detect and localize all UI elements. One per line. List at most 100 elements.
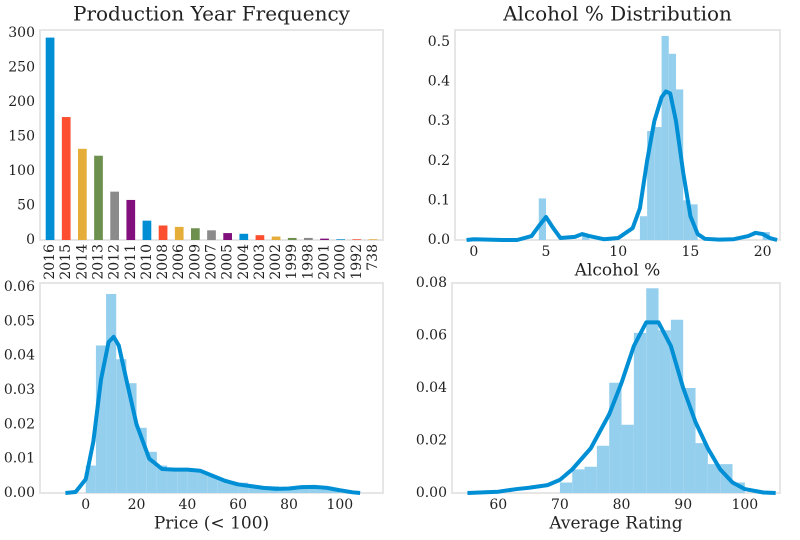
x-tick-label: 2016 [42, 244, 58, 280]
x-tick-label: 1992 [349, 244, 365, 280]
x-tick-label: 2008 [155, 244, 171, 280]
y-tick-label: 0.00 [4, 485, 35, 501]
bar [223, 233, 233, 240]
histogram-bar [228, 482, 239, 493]
bar [77, 148, 87, 240]
x-tick-label: 738 [365, 244, 381, 271]
bar [239, 233, 249, 240]
x-tick-label: 2013 [91, 244, 107, 280]
histogram-bar [668, 53, 676, 240]
histogram-bar [683, 200, 691, 240]
histogram-bar [658, 330, 671, 493]
y-tick-label: 0.08 [416, 275, 447, 291]
histogram-bar [596, 445, 610, 493]
x-tick-label: 10 [609, 244, 627, 260]
x-tick-label: 15 [682, 244, 700, 260]
density-line [467, 320, 776, 495]
x-tick-label: 60 [489, 497, 507, 513]
y-tick-label: 250 [8, 59, 35, 75]
x-tick-label: 2006 [171, 244, 187, 280]
y-tick-label: 50 [17, 197, 35, 213]
bar [352, 239, 362, 240]
x-tick-label: 40 [178, 497, 196, 513]
x-tick-label: 70 [551, 497, 569, 513]
bar [271, 236, 281, 240]
x-tick-label: 2011 [123, 244, 139, 280]
density-line [466, 89, 778, 242]
histogram-bar [238, 482, 249, 493]
y-tick-label: 200 [8, 94, 35, 110]
x-tick-label: 0 [81, 497, 90, 513]
histogram-bar [584, 466, 597, 493]
bar [61, 117, 71, 240]
bar [303, 237, 313, 240]
x-tick-label: 1998 [300, 244, 316, 280]
bar [336, 239, 346, 240]
histogram-bar [633, 332, 647, 493]
x-tick-label: 2004 [236, 244, 252, 280]
y-tick-label: 0.1 [428, 192, 450, 208]
y-tick-label: 0.00 [416, 485, 447, 501]
bar [94, 155, 103, 240]
histogram-bar [646, 288, 659, 493]
histogram-bar [146, 451, 157, 493]
bar [255, 235, 265, 240]
bar [287, 237, 297, 240]
x-tick-label: 2015 [58, 244, 74, 280]
histogram-bar [707, 464, 721, 493]
y-tick-label: 0.4 [428, 74, 450, 90]
x-tick-label: 2014 [74, 244, 90, 280]
x-axis-label: Alcohol % [574, 261, 661, 281]
y-tick-label: 0.03 [4, 382, 35, 398]
bar [190, 228, 200, 240]
histogram-bar [647, 131, 655, 240]
plot-frame [454, 29, 781, 241]
x-tick-label: 20 [128, 497, 146, 513]
x-tick-label: 100 [731, 497, 758, 513]
x-tick-label: 2007 [204, 244, 220, 280]
y-tick-label: 0.04 [4, 348, 35, 364]
bar [320, 238, 329, 240]
bar [45, 37, 55, 241]
x-tick-label: 100 [326, 497, 353, 513]
histogram-bar [695, 443, 708, 493]
y-tick-label: 0.5 [428, 34, 450, 50]
histogram-bar [309, 486, 320, 493]
x-tick-label: 2001 [317, 244, 333, 280]
histogram-bar [106, 293, 117, 493]
bar [110, 191, 120, 240]
histogram-bar [85, 465, 96, 493]
x-axis-label: Average Rating [548, 514, 682, 534]
histogram-bar [278, 489, 289, 493]
histogram-bar [288, 489, 300, 493]
histogram-bar [187, 468, 198, 493]
x-tick-label: 2010 [139, 244, 155, 280]
chart-title: Alcohol % Distribution [502, 2, 732, 26]
x-tick-label: 2005 [220, 244, 236, 280]
x-tick-label: 90 [674, 497, 692, 513]
x-tick-label: 80 [613, 497, 631, 513]
x-tick-label: 2002 [268, 244, 284, 280]
x-axis-label: Price (< 100) [154, 514, 269, 534]
histogram-bar [116, 359, 127, 493]
bar [142, 220, 152, 240]
chart-title: Production Year Frequency [73, 2, 351, 26]
histogram-bar [207, 475, 218, 493]
plot-frame [39, 29, 384, 241]
histogram-bar [156, 465, 168, 493]
histogram-bar [621, 424, 634, 493]
histogram-bar [95, 345, 107, 493]
x-tick-label: 60 [229, 497, 247, 513]
bar [126, 199, 136, 240]
y-tick-label: 0.0 [428, 232, 450, 248]
bar [174, 226, 184, 240]
y-tick-label: 0.05 [4, 313, 35, 329]
y-tick-label: 0.2 [428, 153, 450, 169]
y-tick-label: 150 [8, 128, 35, 144]
histogram-bar [582, 235, 590, 240]
histogram-bar [676, 89, 684, 240]
y-tick-label: 0.01 [4, 451, 35, 467]
x-tick-label: 2000 [333, 244, 349, 280]
